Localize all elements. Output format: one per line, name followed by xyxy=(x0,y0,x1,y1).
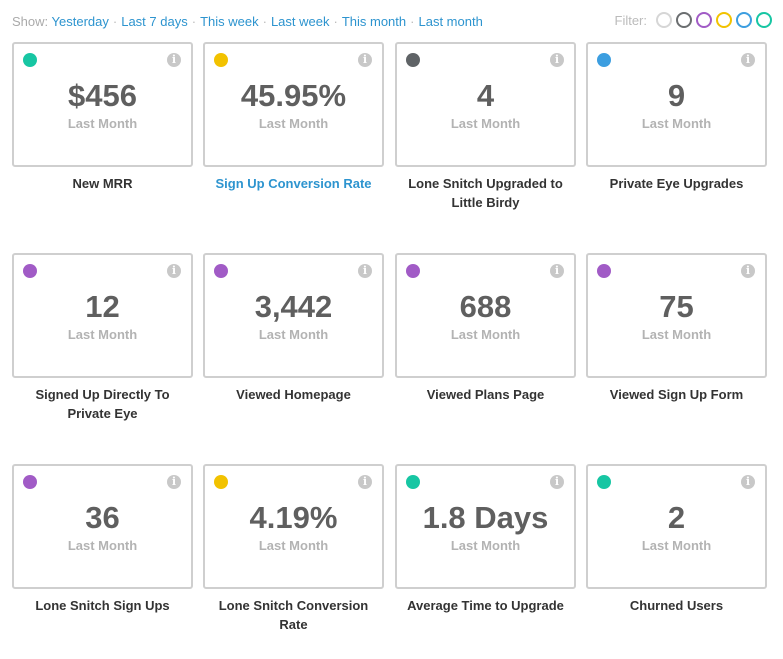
metric-card[interactable]: i 36 Last Month xyxy=(12,464,193,589)
date-range-selector: Show: Yesterday · Last 7 days · This week · La… xyxy=(12,14,483,29)
metric-title: Lone Snitch Conversion Rate xyxy=(218,598,369,632)
category-dot xyxy=(597,53,611,67)
metric-title: Churned Users xyxy=(629,598,724,613)
filter-blue-toggle[interactable] xyxy=(736,12,752,28)
category-dot xyxy=(214,475,228,489)
metric-title: New MRR xyxy=(72,176,133,191)
info-icon[interactable]: i xyxy=(358,475,372,489)
info-icon[interactable]: i xyxy=(167,475,181,489)
metric-title: Lone Snitch Upgraded to Little Birdy xyxy=(408,176,563,210)
filter-yellow-toggle[interactable] xyxy=(716,12,732,28)
category-dot xyxy=(597,475,611,489)
category-dot xyxy=(23,475,37,489)
metric-title: Signed Up Directly To Private Eye xyxy=(35,387,170,421)
info-icon[interactable]: i xyxy=(741,264,755,278)
metric-period: Last Month xyxy=(450,538,521,553)
category-dot xyxy=(23,264,37,278)
metric-value: 75 xyxy=(659,289,694,324)
metric-value: 4.19% xyxy=(249,500,338,535)
range-separator: · xyxy=(112,14,118,29)
range-separator: · xyxy=(262,14,267,29)
metric-card[interactable]: i 12 Last Month xyxy=(12,253,193,378)
metric-card[interactable]: i 75 Last Month xyxy=(586,253,767,378)
color-filter: Filter: xyxy=(614,12,772,28)
range-separator: · xyxy=(333,14,338,29)
filter-gray-toggle[interactable] xyxy=(656,12,672,28)
category-dot xyxy=(23,53,37,67)
metric-value: 9 xyxy=(667,78,686,113)
metric-value: 688 xyxy=(459,289,512,324)
metric-card[interactable]: i 3,442 Last Month xyxy=(203,253,384,378)
category-dot xyxy=(406,264,420,278)
metric-card[interactable]: i 1.8 Days Last Month xyxy=(395,464,576,589)
metric-card[interactable]: i 45.95% Last Month xyxy=(203,42,384,167)
info-icon[interactable]: i xyxy=(167,53,181,67)
metric-card[interactable]: i 2 Last Month xyxy=(586,464,767,589)
metric-period: Last Month xyxy=(450,327,521,342)
metric-period: Last Month xyxy=(450,116,521,131)
metric-title: Average Time to Upgrade xyxy=(407,598,564,613)
show-label: Show: xyxy=(12,14,49,29)
metric-value: 4 xyxy=(476,78,495,113)
metric-period: Last Month xyxy=(258,327,329,342)
range-last-7-days-link[interactable]: Last 7 days xyxy=(121,14,188,29)
metric-period: Last Month xyxy=(641,538,712,553)
metric-value: 12 xyxy=(85,289,120,324)
metric-value: 36 xyxy=(85,500,120,535)
metric-title: Viewed Homepage xyxy=(236,387,351,402)
range-last-month-link[interactable]: Last month xyxy=(418,14,483,29)
filter-label: Filter: xyxy=(614,12,648,28)
category-dot xyxy=(406,475,420,489)
metric-period: Last Month xyxy=(258,538,329,553)
info-icon[interactable]: i xyxy=(741,53,755,67)
metric-card[interactable]: i $456 Last Month xyxy=(12,42,193,167)
metric-period: Last Month xyxy=(67,538,138,553)
metric-value: 45.95% xyxy=(240,78,347,113)
metric-card[interactable]: i 4.19% Last Month xyxy=(203,464,384,589)
range-yesterday-link[interactable]: Yesterday xyxy=(51,14,109,29)
info-icon[interactable]: i xyxy=(167,264,181,278)
filter-purple-toggle[interactable] xyxy=(696,12,712,28)
metric-card[interactable]: i 4 Last Month xyxy=(395,42,576,167)
metric-period: Last Month xyxy=(258,116,329,131)
metric-title: Private Eye Upgrades xyxy=(609,176,744,191)
metric-value: 2 xyxy=(667,500,686,535)
metric-period: Last Month xyxy=(641,116,712,131)
metric-period: Last Month xyxy=(67,327,138,342)
category-dot xyxy=(214,264,228,278)
category-dot xyxy=(597,264,611,278)
range-last-week-link[interactable]: Last week xyxy=(270,14,330,29)
metric-value: $456 xyxy=(68,78,137,113)
info-icon[interactable]: i xyxy=(550,264,564,278)
range-separator: · xyxy=(191,14,197,29)
category-dot xyxy=(214,53,228,67)
metric-title: Viewed Sign Up Form xyxy=(609,387,744,402)
metric-card[interactable]: i 688 Last Month xyxy=(395,253,576,378)
filter-teal-toggle[interactable] xyxy=(756,12,772,28)
info-icon[interactable]: i xyxy=(550,53,564,67)
metric-title[interactable]: Sign Up Conversion Rate xyxy=(215,176,372,191)
metric-title: Viewed Plans Page xyxy=(426,387,545,402)
filter-bar: Show: Yesterday · Last 7 days · This week · La… xyxy=(12,12,772,32)
metric-value: 1.8 Days xyxy=(422,500,549,535)
metric-value: 3,442 xyxy=(254,289,333,324)
metric-period: Last Month xyxy=(641,327,712,342)
metric-title: Lone Snitch Sign Ups xyxy=(35,598,170,613)
info-icon[interactable]: i xyxy=(358,264,372,278)
range-this-month-link[interactable]: This month xyxy=(341,14,407,29)
range-this-week-link[interactable]: This week xyxy=(200,14,259,29)
filter-dark-gray-toggle[interactable] xyxy=(676,12,692,28)
metric-card[interactable]: i 9 Last Month xyxy=(586,42,767,167)
metric-period: Last Month xyxy=(67,116,138,131)
info-icon[interactable]: i xyxy=(358,53,372,67)
info-icon[interactable]: i xyxy=(550,475,564,489)
info-icon[interactable]: i xyxy=(741,475,755,489)
category-dot xyxy=(406,53,420,67)
range-separator: · xyxy=(410,14,415,29)
